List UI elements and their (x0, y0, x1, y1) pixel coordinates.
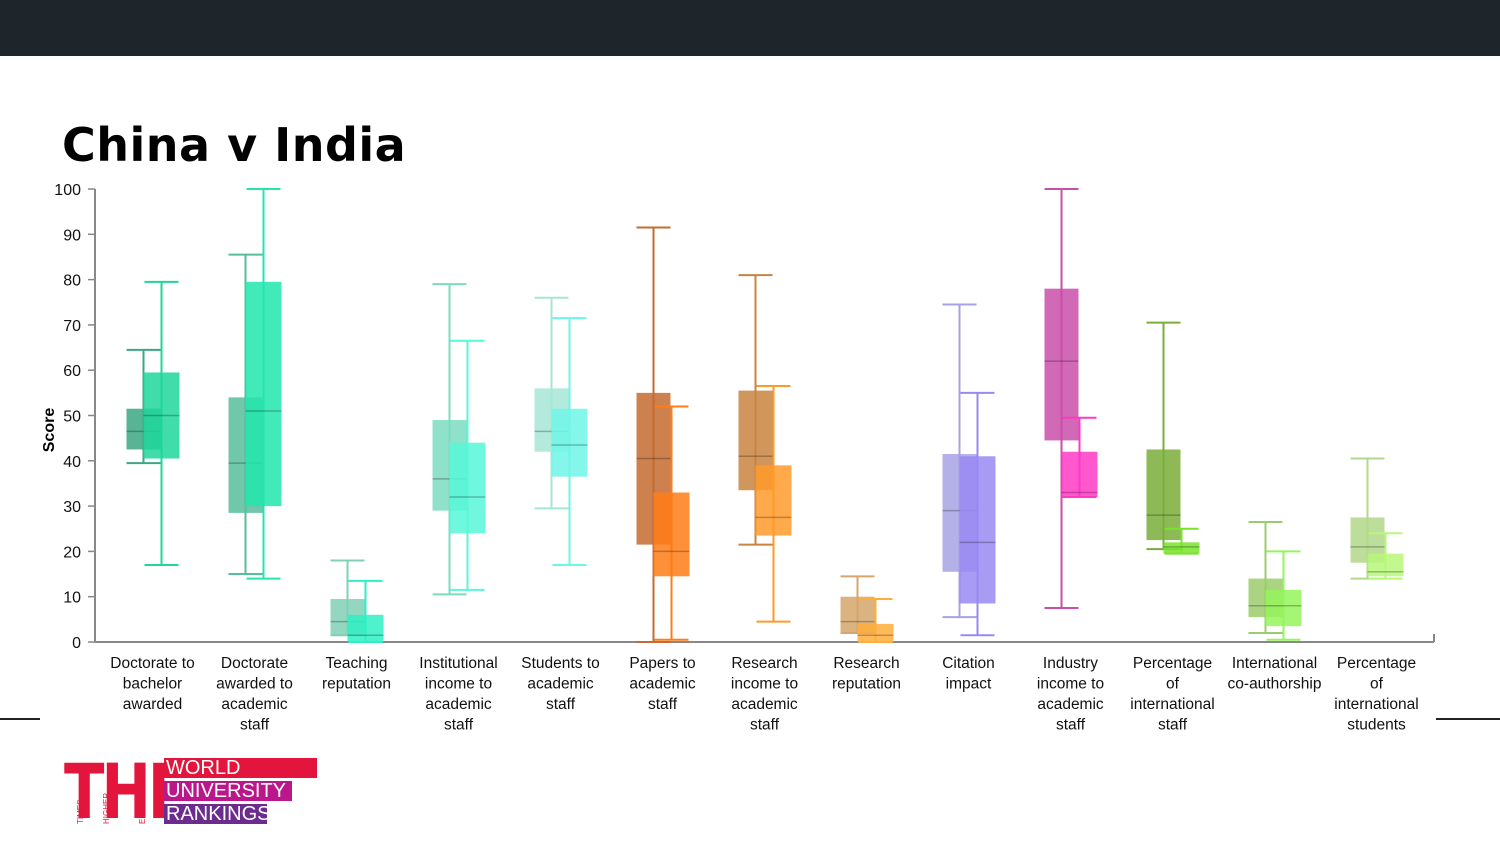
x-category-label-line: Percentage (1133, 655, 1212, 672)
x-category-label: Doctorate to bachelor awarded (110, 655, 194, 713)
x-category-label: Students to academic staff (521, 655, 599, 713)
box-china (1146, 449, 1181, 541)
x-category-label-line: income to (425, 676, 492, 693)
x-category-label-line: Papers to (629, 655, 695, 672)
x-category-label: Percentage of international staff (1130, 655, 1214, 734)
x-category-label: International co-authorship (1228, 655, 1322, 693)
x-category-label-line: staff (1056, 717, 1086, 734)
box-india (653, 492, 690, 577)
logo-word-higher: HIGHER (102, 792, 111, 824)
x-category-label-line: impact (946, 676, 992, 693)
y-tick-label: 100 (54, 182, 81, 199)
footer-rule-left (0, 718, 40, 720)
box-india (1061, 451, 1098, 498)
top-bar (0, 0, 1500, 56)
x-category-label-line: staff (1158, 717, 1188, 734)
x-category-label-line: awarded to (216, 676, 293, 693)
x-category-label-line: academic (731, 696, 798, 713)
y-tick-label: 60 (63, 363, 81, 380)
y-tick-label: 10 (63, 590, 81, 607)
x-category-label-line: Doctorate (221, 655, 288, 672)
x-category-label-line: staff (546, 696, 576, 713)
x-category-label-line: bachelor (123, 676, 182, 693)
box-india (143, 372, 180, 459)
y-tick-label: 0 (72, 635, 81, 652)
box-india (857, 623, 894, 642)
x-category-label-line: Students to (521, 655, 599, 672)
x-category-label-line: of (1370, 676, 1384, 693)
x-category-label-line: academic (527, 676, 594, 693)
x-category-label-line: Teaching (325, 655, 387, 672)
x-category-label: Institutional income to academic staff (419, 655, 497, 734)
x-category-label: Percentage of international students (1334, 655, 1418, 734)
y-tick-label: 20 (63, 544, 81, 561)
box-india (245, 281, 282, 507)
x-category-label-line: reputation (322, 676, 391, 693)
x-category-label-line: academic (425, 696, 492, 713)
x-category-label-line: reputation (832, 676, 901, 693)
footer-rule-right (1436, 718, 1500, 720)
x-category-label-line: students (1347, 717, 1406, 734)
slide-title: China v India (62, 118, 407, 172)
box-india (1367, 553, 1404, 577)
x-category-label-line: staff (750, 717, 780, 734)
box-india (1163, 542, 1200, 554)
x-category-label: Research income to academic staff (731, 655, 798, 734)
box-india (755, 465, 792, 536)
the-world-university-rankings-logo: THE TIMES HIGHER EDUCATION WORLD UNIVERS… (64, 754, 319, 830)
x-category-label: Teaching reputation (322, 655, 391, 693)
box-india (959, 456, 996, 604)
box-china (1044, 288, 1079, 441)
y-tick-label: 90 (63, 227, 81, 244)
x-category-label-line: Citation (942, 655, 995, 672)
y-tick-label: 30 (63, 499, 81, 516)
x-category-label-line: Percentage (1337, 655, 1416, 672)
x-category-label-line: academic (221, 696, 288, 713)
x-category-label-line: international (1130, 696, 1214, 713)
y-tick-label: 40 (63, 454, 81, 471)
logo-word-times: TIMES (76, 799, 85, 824)
x-category-label-line: awarded (123, 696, 182, 713)
x-category-label-line: Industry (1043, 655, 1098, 672)
x-category-label-line: international (1334, 696, 1418, 713)
logo-word-education: EDUCATION (138, 777, 147, 824)
x-category-label: Citation impact (942, 655, 995, 693)
x-category-label-line: staff (240, 717, 270, 734)
x-category-label-line: co-authorship (1228, 676, 1322, 693)
x-category-label-line: Institutional (419, 655, 497, 672)
x-category-label-line: staff (444, 717, 474, 734)
logo-band-university: UNIVERSITY (164, 781, 292, 801)
logo-band-rankings: RANKINGS (164, 803, 271, 825)
x-category-label: Research reputation (832, 655, 901, 693)
box-india (347, 614, 384, 642)
x-category-label-line: income to (1037, 676, 1104, 693)
y-tick-label: 50 (63, 409, 81, 426)
x-category-label: Industry income to academic staff (1037, 655, 1104, 734)
box-india (1265, 589, 1302, 627)
logo-band-world: WORLD (164, 758, 317, 778)
box-india (449, 442, 486, 534)
x-category-label-line: International (1232, 655, 1317, 672)
x-category-label-line: academic (629, 676, 696, 693)
x-category-label: Doctorate awarded to academic staff (216, 655, 293, 734)
y-tick-label: 80 (63, 273, 81, 290)
y-tick-label: 70 (63, 318, 81, 335)
x-category-label-line: Research (833, 655, 899, 672)
x-category-label-line: staff (648, 696, 678, 713)
x-category-label-line: Doctorate to (110, 655, 194, 672)
y-axis-label: Score (41, 408, 58, 453)
box-india (551, 408, 588, 477)
x-category-label-line: academic (1037, 696, 1104, 713)
x-category-label-line: of (1166, 676, 1180, 693)
x-category-label-line: Research (731, 655, 797, 672)
x-category-label: Papers to academic staff (629, 655, 696, 713)
x-category-label-line: income to (731, 676, 798, 693)
